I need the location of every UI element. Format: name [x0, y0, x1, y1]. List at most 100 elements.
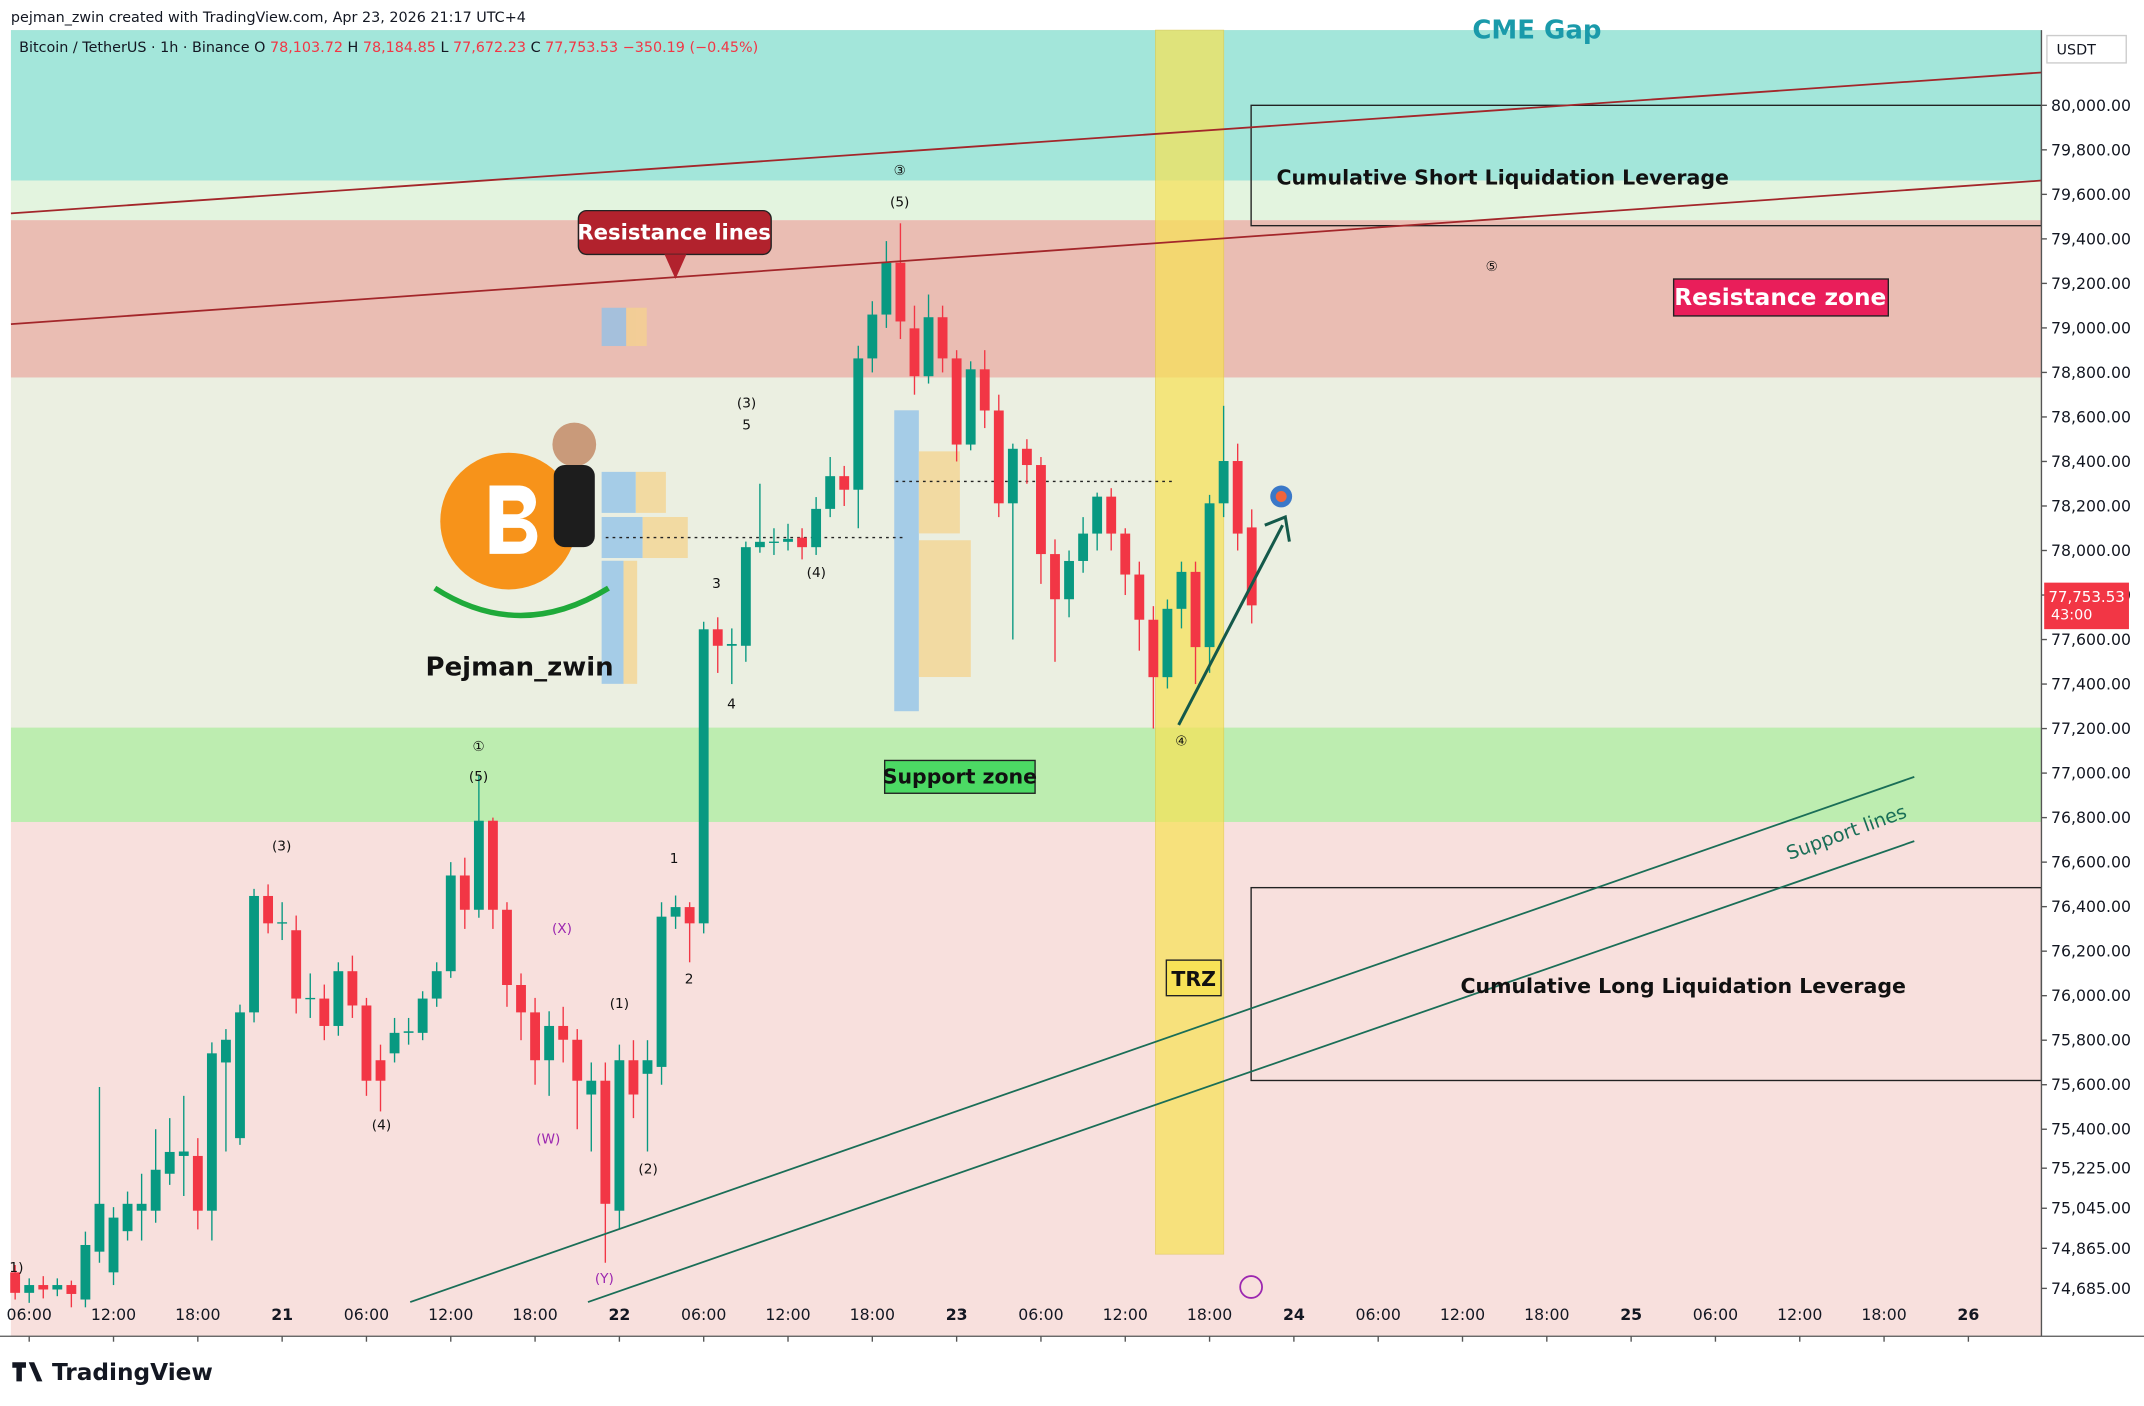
y-tick-label: 79,200.00 — [2051, 274, 2131, 293]
candle-body — [375, 1060, 386, 1081]
candle-body — [10, 1272, 21, 1293]
header-text: −350.19 (−0.45%) — [623, 40, 759, 56]
y-tick-label: 75,800.00 — [2051, 1031, 2131, 1050]
x-tick-label: 06:00 — [344, 1305, 389, 1324]
candle-body — [712, 629, 723, 646]
y-tick-label: 79,800.00 — [2051, 140, 2131, 159]
candle-body — [951, 358, 962, 445]
projection-arrow — [1177, 524, 1284, 726]
vp-bar — [635, 471, 666, 513]
candle-body — [108, 1217, 119, 1273]
y-tick-label: 75,600.00 — [2051, 1075, 2131, 1094]
vp-bar — [918, 451, 960, 534]
y-tick-label: 77,400.00 — [2051, 675, 2131, 694]
y-tick-label: 79,000.00 — [2051, 318, 2131, 337]
candle-body — [839, 476, 850, 490]
candle-body — [642, 1060, 653, 1074]
candle-body — [698, 629, 709, 924]
candle-body — [52, 1285, 63, 1290]
y-tick-label: 75,400.00 — [2051, 1120, 2131, 1139]
candle-body — [445, 875, 456, 972]
x-axis: 06:00 12:00 18:00 21 06:00 12:00 18:00 22 06:00 1… — [7, 1305, 1979, 1342]
y-axis: 80,000.00 79,800.00 79,600.00 79,400.00 79,2… — [2041, 96, 2131, 1298]
candle-body — [530, 1012, 540, 1061]
header-text: L — [440, 40, 448, 56]
candle-body — [1162, 608, 1173, 678]
trz-label: TRZ — [1171, 967, 1216, 991]
candle-body — [544, 1025, 555, 1061]
wave-label: 4 — [727, 696, 736, 712]
price-axis-bg — [2041, 30, 2144, 1337]
x-tick-label: 06:00 — [7, 1305, 52, 1324]
candle-body — [754, 541, 765, 548]
candles — [10, 223, 1257, 1308]
candle-body — [66, 1285, 77, 1294]
y-tick-label: 76,200.00 — [2051, 942, 2131, 961]
labels: CME Gap Cumulative Short Liquidation Lev… — [577, 15, 1909, 998]
candle-body — [136, 1203, 147, 1211]
wave-label: ③ — [894, 163, 906, 179]
zones — [10, 29, 2043, 1337]
vp-bar — [601, 307, 627, 347]
candle-body — [235, 1012, 245, 1139]
y-tick-label: 78,200.00 — [2051, 496, 2131, 515]
cme-label: CME Gap — [1472, 15, 1601, 45]
candle-body — [221, 1039, 231, 1063]
header-text: O — [254, 40, 265, 56]
wave-label: ① — [472, 739, 484, 755]
candle-body — [333, 971, 344, 1026]
watermark: pejman_zwin created with TradingView.com… — [11, 10, 526, 26]
candle-body — [1078, 533, 1089, 561]
y-tick-label: 78,400.00 — [2051, 452, 2131, 471]
candle-body — [150, 1169, 161, 1211]
candle-body — [811, 508, 822, 548]
x-tick-label: 06:00 — [1356, 1305, 1401, 1324]
candle-body — [1007, 448, 1018, 504]
vp-bar — [918, 540, 971, 678]
wave-label: (1) — [610, 996, 629, 1012]
short-liq-label: Cumulative Short Liquidation Leverage — [1277, 166, 1729, 190]
x-tick-label: 12:00 — [1103, 1305, 1148, 1324]
wave-label: 5 — [742, 417, 751, 433]
y-tick-label: 80,000.00 — [2051, 96, 2131, 115]
x-tick-label: 26 — [1957, 1305, 1979, 1324]
candle-body — [867, 314, 878, 359]
bitcoin-glyph — [489, 485, 538, 554]
x-tick-label: 21 — [271, 1305, 293, 1324]
x-tick-label: 18:00 — [1524, 1305, 1569, 1324]
support-zone-label: Support zone — [883, 765, 1037, 789]
candle-body — [923, 317, 934, 377]
candle-body — [319, 998, 330, 1026]
candle-body — [586, 1080, 597, 1095]
candle-body — [1134, 574, 1145, 620]
support-line — [409, 776, 1915, 1303]
candle-body — [1021, 448, 1032, 466]
arrow-head — [1264, 514, 1291, 542]
vp-bar — [894, 410, 919, 712]
currency: USDT — [2056, 43, 2096, 59]
y-tick-label: 78,600.00 — [2051, 407, 2131, 426]
avatar-body — [553, 465, 595, 548]
wave-label: (W) — [536, 1131, 560, 1147]
header-text: 77,753.53 — [545, 40, 618, 56]
author: Pejman_zwin — [426, 653, 614, 683]
candle-body — [1218, 461, 1229, 504]
candle-body — [656, 916, 667, 1067]
mid-zone — [10, 377, 2042, 728]
x-tick-label: 12:00 — [1777, 1305, 1822, 1324]
symbol-header: Bitcoin / TetherUS · 1h · Binance O 78,1… — [19, 40, 758, 56]
candle-body — [825, 476, 836, 509]
trz-box — [1165, 959, 1222, 997]
wave-label: (5) — [469, 769, 488, 785]
candle-body — [1036, 465, 1046, 555]
support-zone-box — [883, 759, 1036, 794]
candle-body — [783, 538, 793, 542]
wave-label: (2) — [638, 1161, 657, 1177]
light-zone — [10, 180, 2042, 221]
candle-body — [178, 1151, 189, 1156]
candle-body — [459, 875, 470, 910]
y-tick-label: 76,800.00 — [2051, 808, 2131, 827]
y-tick-label: 74,865.00 — [2051, 1239, 2131, 1258]
candle-body — [80, 1244, 91, 1300]
